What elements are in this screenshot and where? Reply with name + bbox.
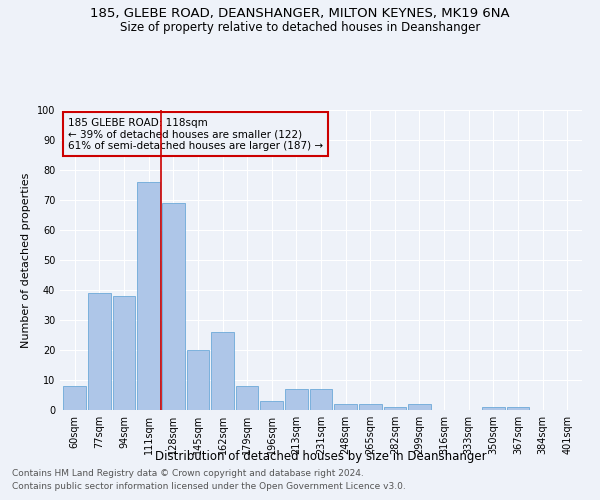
Text: Contains HM Land Registry data © Crown copyright and database right 2024.: Contains HM Land Registry data © Crown c… <box>12 468 364 477</box>
Bar <box>187 350 209 410</box>
Bar <box>260 401 283 410</box>
Bar <box>211 332 234 410</box>
Y-axis label: Number of detached properties: Number of detached properties <box>21 172 31 348</box>
Bar <box>113 296 136 410</box>
Text: 185 GLEBE ROAD: 118sqm
← 39% of detached houses are smaller (122)
61% of semi-de: 185 GLEBE ROAD: 118sqm ← 39% of detached… <box>68 118 323 150</box>
Bar <box>482 407 505 410</box>
Bar <box>383 407 406 410</box>
Text: Distribution of detached houses by size in Deanshanger: Distribution of detached houses by size … <box>155 450 487 463</box>
Bar <box>137 182 160 410</box>
Bar <box>310 389 332 410</box>
Bar <box>162 203 185 410</box>
Bar <box>64 386 86 410</box>
Bar <box>236 386 259 410</box>
Bar <box>506 407 529 410</box>
Bar <box>285 389 308 410</box>
Bar <box>334 404 357 410</box>
Text: 185, GLEBE ROAD, DEANSHANGER, MILTON KEYNES, MK19 6NA: 185, GLEBE ROAD, DEANSHANGER, MILTON KEY… <box>90 8 510 20</box>
Bar <box>359 404 382 410</box>
Bar <box>88 293 111 410</box>
Bar <box>408 404 431 410</box>
Text: Contains public sector information licensed under the Open Government Licence v3: Contains public sector information licen… <box>12 482 406 491</box>
Text: Size of property relative to detached houses in Deanshanger: Size of property relative to detached ho… <box>120 21 480 34</box>
